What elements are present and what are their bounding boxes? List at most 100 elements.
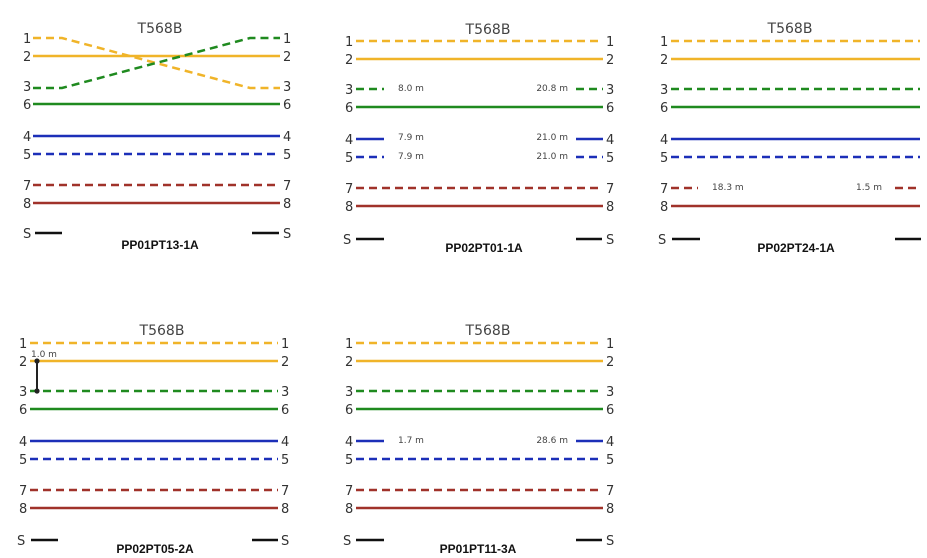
- wiremap-panel-2: T568B 1 2 3 6 4 5 7 8 S 1 2 3 6 4 5 7 8 …: [343, 22, 614, 255]
- pin-right-5: 5: [606, 453, 614, 468]
- pin-right-6: 6: [281, 403, 289, 418]
- length-near-pin-4: 1.7 m: [398, 436, 424, 446]
- pin-left-4: 4: [660, 133, 668, 148]
- pin-right-3: 3: [281, 385, 289, 400]
- pin-left-3: 3: [19, 385, 27, 400]
- pin-left-6: 6: [660, 101, 668, 116]
- pin-right-6: 6: [606, 403, 614, 418]
- pin-right-4: 4: [281, 435, 289, 450]
- pin-right-8: 8: [283, 197, 291, 212]
- length-far-pin-5: 21.0 m: [536, 152, 568, 162]
- pin-left-7: 7: [19, 484, 27, 499]
- pin-left-7: 7: [345, 484, 353, 499]
- panel-port-name: PP02PT01-1A: [445, 241, 523, 255]
- pin-left-5: 5: [345, 453, 353, 468]
- panel-standard-title: T568B: [767, 21, 813, 37]
- pin-right-7: 7: [283, 179, 291, 194]
- pin-right-7: 7: [281, 484, 289, 499]
- pin-left-2: 2: [660, 53, 668, 68]
- panel-standard-title: T568B: [139, 323, 185, 339]
- pin-right-3: 3: [283, 80, 291, 95]
- pin-left-8: 8: [345, 200, 353, 215]
- pin-right-4: 4: [606, 435, 614, 450]
- short-distance-label: 1.0 m: [31, 350, 57, 360]
- panel-standard-title: T568B: [465, 22, 511, 38]
- pin-left-6: 6: [345, 403, 353, 418]
- pin-left-8: 8: [19, 502, 27, 517]
- pin-right-1: 1: [283, 32, 291, 47]
- pin-right-6: 6: [283, 98, 291, 113]
- pin-right-2: 2: [283, 50, 291, 65]
- pin-left-3: 3: [660, 83, 668, 98]
- wiremap-panel-4: T568B 1 2 3 6 4 5 7 8 S 1 2 3 6 4 5 7 8 …: [17, 323, 289, 556]
- wire-3-crossed: [33, 36, 280, 90]
- length-near-pin-3: 8.0 m: [398, 84, 424, 94]
- pin-right-7: 7: [606, 484, 614, 499]
- pin-left-4: 4: [345, 435, 353, 450]
- pin-left-4: 4: [23, 130, 31, 145]
- pin-right-2: 2: [606, 53, 614, 68]
- pin-left-shield: S: [343, 534, 351, 549]
- pin-left-1: 1: [345, 337, 353, 352]
- pin-left-5: 5: [345, 151, 353, 166]
- panel-port-name: PP01PT13-1A: [121, 238, 199, 252]
- pin-left-8: 8: [345, 502, 353, 517]
- pin-left-8: 8: [660, 200, 668, 215]
- pin-left-3: 3: [345, 385, 353, 400]
- pin-right-4: 4: [606, 133, 614, 148]
- pin-right-shield: S: [606, 534, 614, 549]
- length-far-pin-4: 21.0 m: [536, 133, 568, 143]
- length-near-pin-5: 7.9 m: [398, 152, 424, 162]
- short-dot-top: [34, 358, 40, 364]
- pin-left-7: 7: [23, 179, 31, 194]
- pin-right-2: 2: [606, 355, 614, 370]
- length-far-pin-3: 20.8 m: [536, 84, 568, 94]
- pin-left-1: 1: [345, 35, 353, 50]
- pin-left-2: 2: [345, 53, 353, 68]
- pin-right-8: 8: [606, 200, 614, 215]
- pin-right-1: 1: [606, 35, 614, 50]
- panel-port-name: PP02PT24-1A: [757, 241, 835, 255]
- panel-port-name: PP01PT11-3A: [440, 542, 517, 556]
- panel-standard-title: T568B: [465, 323, 511, 339]
- pin-left-4: 4: [345, 133, 353, 148]
- pin-right-7: 7: [606, 182, 614, 197]
- pin-right-3: 3: [606, 385, 614, 400]
- pin-left-6: 6: [23, 98, 31, 113]
- pin-left-5: 5: [660, 151, 668, 166]
- pin-right-1: 1: [606, 337, 614, 352]
- pin-left-5: 5: [19, 453, 27, 468]
- pin-right-4: 4: [283, 130, 291, 145]
- length-near-pin-7: 18.3 m: [712, 183, 744, 193]
- pin-left-6: 6: [345, 101, 353, 116]
- pin-left-shield: S: [17, 534, 25, 549]
- wiremap-panel-5: T568B 1 2 3 6 4 5 7 8 S 1 2 3 6 4 5 7 8 …: [343, 323, 614, 556]
- panel-port-name: PP02PT05-2A: [116, 542, 194, 556]
- pin-left-2: 2: [345, 355, 353, 370]
- pin-left-6: 6: [19, 403, 27, 418]
- pin-left-1: 1: [660, 35, 668, 50]
- pin-right-shield: S: [281, 534, 289, 549]
- panel-standard-title: T568B: [137, 21, 183, 37]
- pin-left-3: 3: [345, 83, 353, 98]
- pin-right-2: 2: [281, 355, 289, 370]
- pin-left-2: 2: [19, 355, 27, 370]
- pin-right-shield: S: [283, 227, 291, 242]
- pin-left-shield: S: [658, 233, 666, 248]
- pin-right-5: 5: [283, 148, 291, 163]
- pin-right-5: 5: [606, 151, 614, 166]
- pin-left-5: 5: [23, 148, 31, 163]
- pin-right-8: 8: [281, 502, 289, 517]
- pin-right-3: 3: [606, 83, 614, 98]
- pin-left-shield: S: [23, 227, 31, 242]
- pin-left-2: 2: [23, 50, 31, 65]
- pin-right-8: 8: [606, 502, 614, 517]
- pin-left-3: 3: [23, 80, 31, 95]
- pin-left-7: 7: [345, 182, 353, 197]
- pin-left-8: 8: [23, 197, 31, 212]
- pin-left-1: 1: [19, 337, 27, 352]
- wiremap-panel-1: T568B 1 2 3 6 4 5 7 8 S 1 2 3 6 4 5 7 8 …: [23, 21, 291, 252]
- short-dot-bottom: [34, 388, 40, 394]
- pin-left-7: 7: [660, 182, 668, 197]
